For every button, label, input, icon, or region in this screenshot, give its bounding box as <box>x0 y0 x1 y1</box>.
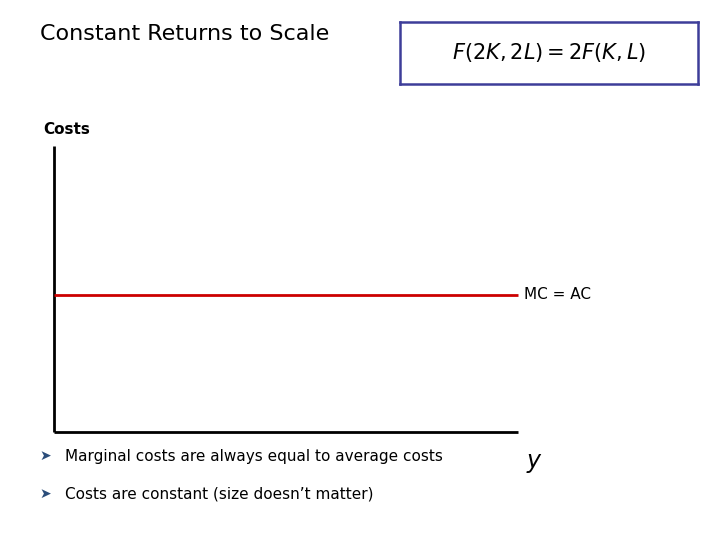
Text: ➤: ➤ <box>40 487 51 501</box>
Text: $F(2K,2L) = 2F(K,L)$: $F(2K,2L) = 2F(K,L)$ <box>452 41 646 64</box>
Text: Costs: Costs <box>43 122 90 137</box>
Text: Costs are constant (size doesn’t matter): Costs are constant (size doesn’t matter) <box>65 487 373 502</box>
Text: Marginal costs are always equal to average costs: Marginal costs are always equal to avera… <box>65 449 443 464</box>
Text: Constant Returns to Scale: Constant Returns to Scale <box>40 24 329 44</box>
Text: MC = AC: MC = AC <box>524 287 591 302</box>
Text: ➤: ➤ <box>40 449 51 463</box>
Text: $y$: $y$ <box>526 451 542 475</box>
